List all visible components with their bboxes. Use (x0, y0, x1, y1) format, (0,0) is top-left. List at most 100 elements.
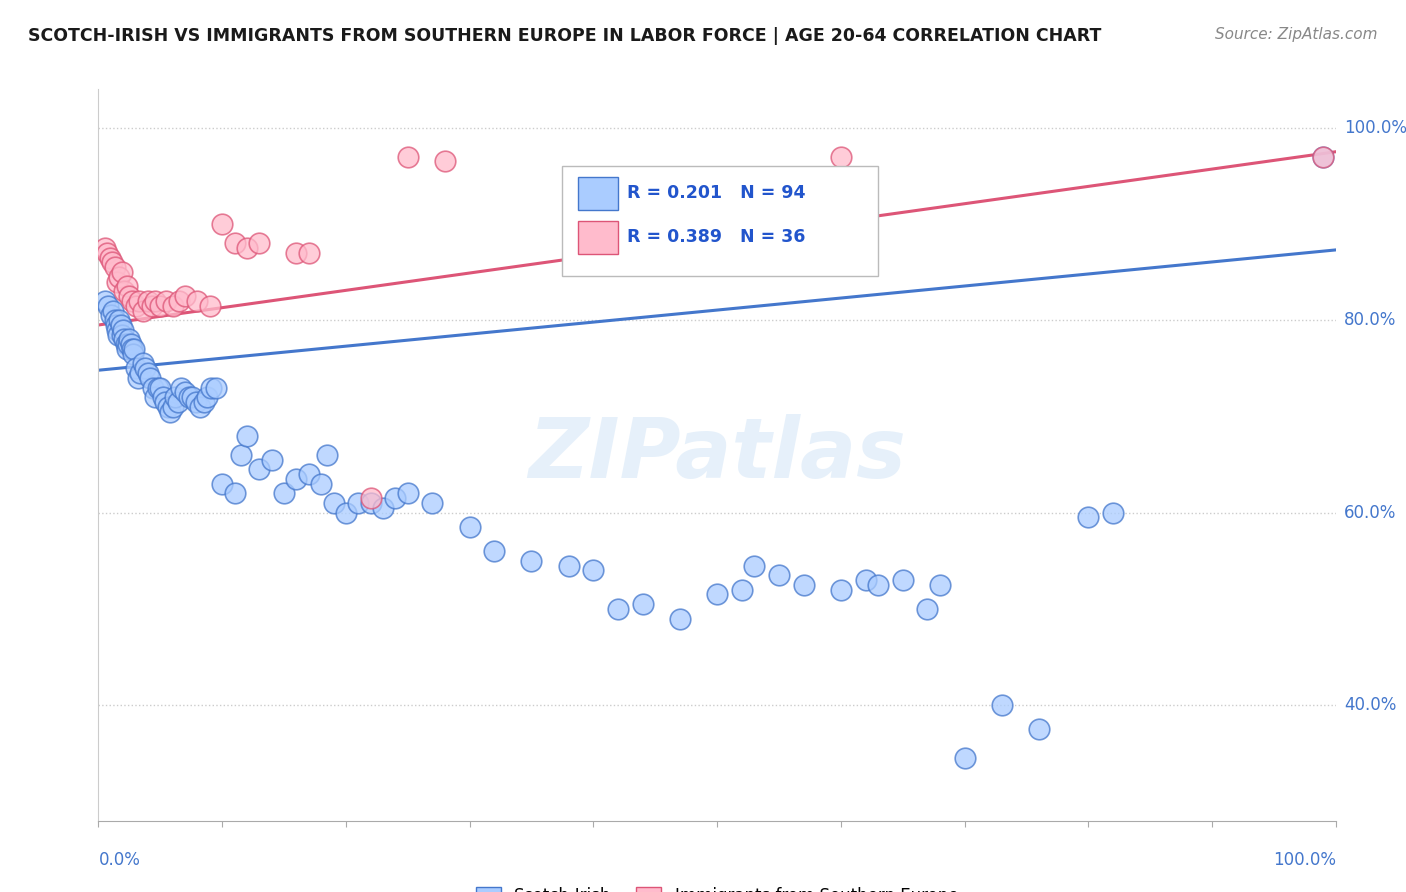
Point (298, 467, 321, 482)
Point (142, 380, 165, 394)
Point (122, 347, 145, 361)
Point (121, 293, 143, 308)
Point (141, 299, 163, 313)
Point (557, 558, 579, 573)
Point (396, 486, 419, 500)
Point (120, 337, 142, 351)
Point (146, 380, 169, 394)
Point (139, 371, 162, 385)
Text: 100.0%: 100.0% (1344, 119, 1406, 136)
Point (149, 299, 172, 313)
Point (127, 371, 149, 385)
Point (866, 578, 889, 592)
Point (793, 578, 815, 592)
Point (607, 602, 630, 616)
Point (422, 496, 444, 510)
Point (371, 500, 394, 515)
Point (110, 318, 132, 332)
Point (917, 602, 939, 616)
Point (108, 313, 131, 327)
Point (162, 400, 184, 414)
Point (285, 245, 308, 260)
Point (1312, 150, 1334, 164)
Point (132, 303, 155, 318)
Point (129, 366, 152, 380)
Point (229, 448, 252, 462)
Point (124, 342, 146, 356)
Point (855, 573, 877, 587)
Point (117, 337, 139, 351)
Point (107, 327, 129, 342)
Point (706, 587, 728, 601)
Point (186, 293, 208, 308)
Point (247, 236, 270, 251)
Point (155, 395, 177, 409)
Point (211, 476, 233, 491)
Point (384, 491, 406, 506)
Point (112, 285, 135, 299)
Point (458, 520, 481, 534)
Point (193, 395, 215, 409)
Point (433, 154, 456, 169)
Point (100, 309, 122, 323)
Point (112, 323, 135, 337)
Point (211, 217, 233, 231)
Point (188, 400, 211, 414)
Point (260, 452, 283, 467)
Point (93, 241, 115, 255)
Point (124, 299, 146, 313)
Point (118, 333, 141, 347)
FancyBboxPatch shape (578, 177, 619, 210)
Point (181, 390, 204, 404)
Point (103, 260, 125, 275)
Point (108, 269, 131, 284)
Point (162, 299, 184, 313)
Point (891, 573, 914, 587)
Point (830, 150, 852, 164)
Point (669, 611, 692, 625)
Point (731, 582, 754, 597)
Point (335, 506, 357, 520)
Point (98, 251, 121, 265)
Point (121, 342, 143, 356)
Text: SCOTCH-IRISH VS IMMIGRANTS FROM SOUTHERN EUROPE IN LABOR FORCE | AGE 20-64 CORRE: SCOTCH-IRISH VS IMMIGRANTS FROM SOUTHERN… (28, 27, 1101, 45)
Point (149, 380, 172, 394)
Point (118, 289, 141, 303)
Point (115, 342, 138, 356)
Point (166, 395, 188, 409)
Point (236, 241, 259, 255)
Point (143, 390, 166, 404)
Text: 80.0%: 80.0% (1344, 311, 1396, 329)
Point (105, 323, 128, 337)
Point (631, 597, 654, 611)
Text: 100.0%: 100.0% (1272, 851, 1336, 869)
Point (177, 390, 200, 404)
Point (236, 428, 259, 442)
Point (198, 299, 221, 313)
Point (360, 496, 382, 510)
Text: 40.0%: 40.0% (1344, 696, 1396, 714)
Text: 0.0%: 0.0% (98, 851, 141, 869)
Point (830, 582, 852, 597)
Point (124, 361, 146, 376)
Point (112, 333, 135, 347)
Point (928, 578, 950, 592)
Point (170, 380, 193, 394)
Point (273, 486, 295, 500)
Point (111, 327, 134, 342)
Point (96, 245, 118, 260)
Point (136, 293, 159, 308)
Point (298, 245, 321, 260)
Point (152, 390, 174, 404)
Text: ZIPatlas: ZIPatlas (529, 415, 905, 495)
Point (484, 544, 506, 558)
Text: Source: ZipAtlas.com: Source: ZipAtlas.com (1215, 27, 1378, 42)
Point (205, 380, 228, 394)
Point (200, 380, 222, 394)
Text: R = 0.389   N = 36: R = 0.389 N = 36 (627, 228, 806, 246)
Point (347, 496, 370, 510)
Text: 60.0%: 60.0% (1344, 504, 1396, 522)
FancyBboxPatch shape (578, 221, 619, 253)
Legend: Scotch-Irish, Immigrants from Southern Europe: Scotch-Irish, Immigrants from Southern E… (470, 880, 965, 892)
Point (128, 293, 150, 308)
